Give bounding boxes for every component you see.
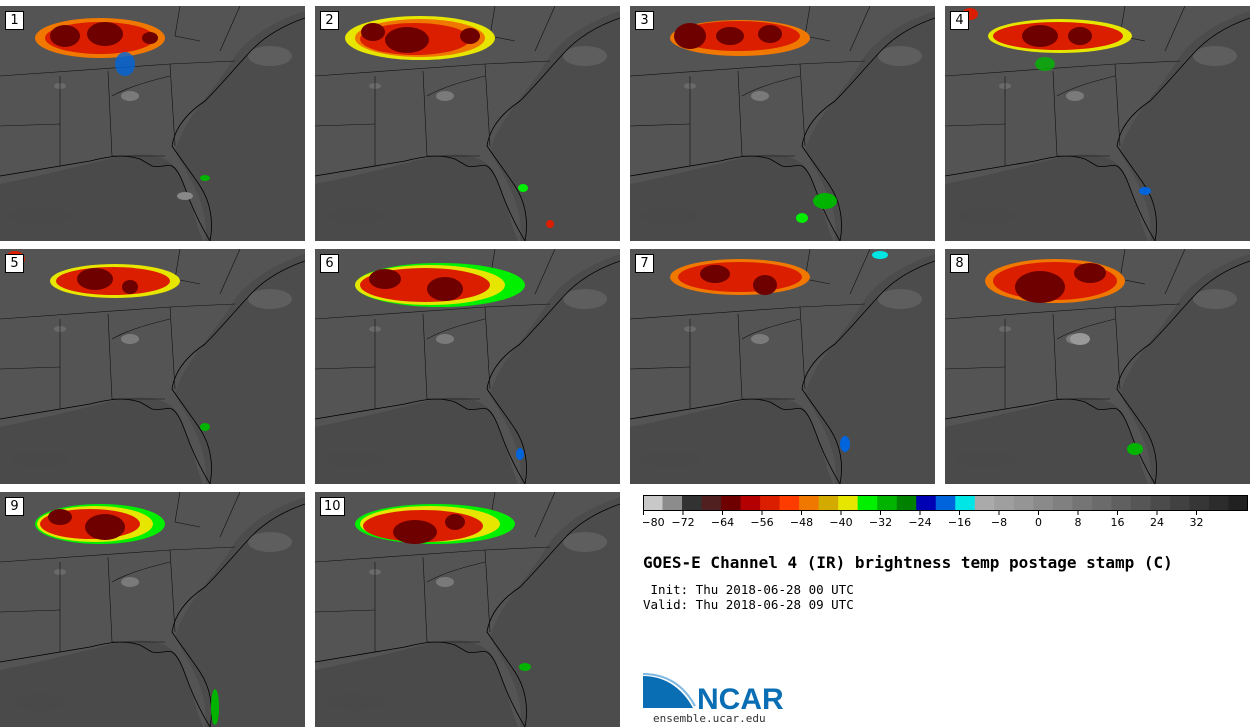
colorbar-swatch [1033,495,1054,511]
colorbar-swatch [721,495,742,511]
colorbar-swatch [1130,495,1151,511]
colorbar-tick-label: −80 [643,516,665,529]
colorbar-swatch [935,495,956,511]
colorbar-swatch [877,495,898,511]
ensemble-panel-1: 1 [0,6,305,241]
storm-cluster [962,8,1151,195]
storm-cluster [355,504,531,671]
ensemble-panel-6: 6 [315,249,620,484]
colorbar-swatch [1228,495,1248,511]
colorbar-swatch [1111,495,1132,511]
storm-cluster [985,259,1143,455]
colorbar-swatch [896,495,917,511]
ir-satellite-map [315,492,620,727]
ir-satellite-map [0,6,305,241]
ir-satellite-map [0,492,305,727]
ensemble-panel-9: 9 [0,492,305,727]
colorbar-swatch [1072,495,1093,511]
colorbar-tick-label: −40 [829,516,852,529]
colorbar-swatch [974,495,995,511]
valid-time: Valid: Thu 2018-06-28 09 UTC [643,597,854,612]
colorbar-swatch [740,495,761,511]
colorbar-swatch [916,495,937,511]
storm-cluster [345,16,554,228]
ir-satellite-map [315,249,620,484]
member-number: 8 [950,254,969,273]
colorbar-swatch [857,495,878,511]
ir-satellite-map [630,6,935,241]
ncar-logo: NCAR [643,673,784,716]
colorbar-swatch [701,495,722,511]
colorbar-swatch [1091,495,1112,511]
colorbar-tick-label: −8 [991,516,1007,529]
ensemble-panel-7: 7 [630,249,935,484]
colorbar-swatch [1189,495,1210,511]
colorbar-swatch [994,495,1015,511]
ensemble-panel-4: 4 [945,6,1250,241]
member-number: 7 [635,254,654,273]
member-number: 5 [5,254,24,273]
colorbar-tick-label: 16 [1111,516,1125,529]
member-number: 10 [320,497,345,516]
colorbar-tick-label: 32 [1190,516,1204,529]
ir-satellite-map [945,6,1250,241]
colorbar-swatch [662,495,683,511]
storm-cluster [5,251,210,431]
colorbar-tick-label: −72 [671,516,694,529]
ir-satellite-map [0,249,305,484]
colorbar-tick-label: −24 [908,516,931,529]
member-number: 3 [635,11,654,30]
colorbar-tick-label: −56 [750,516,773,529]
colorbar-ticks: −80 −72 −64 −56 −48 −40 −32 −24 −16 −8 0 8 16 24 32 [643,511,1204,529]
ensemble-panel-10: 10 [315,492,620,727]
colorbar-tick-label: −64 [711,516,734,529]
colorbar-swatch [682,495,703,511]
storm-cluster [35,18,210,200]
colorbar-tick-label: 24 [1150,516,1164,529]
figure-title: GOES-E Channel 4 (IR) brightness temp po… [643,553,1173,572]
logo-url: ensemble.ucar.edu [653,712,766,725]
member-number: 2 [320,11,339,30]
colorbar-swatch [643,495,664,511]
colorbar-tick-label: 0 [1035,516,1042,529]
temperature-colorbar [643,495,1248,511]
ensemble-panel-3: 3 [630,6,935,241]
colorbar-swatch [1150,495,1171,511]
storm-cluster [355,263,525,460]
member-number: 9 [5,497,24,516]
member-number: 4 [950,11,969,30]
ir-satellite-map [315,6,620,241]
colorbar-swatch [779,495,800,511]
ensemble-panel-2: 2 [315,6,620,241]
member-number: 6 [320,254,339,273]
colorbar-swatch [1052,495,1073,511]
ncar-swoosh-icon [643,676,693,708]
colorbar-tick-label: −16 [948,516,971,529]
ir-satellite-map [630,249,935,484]
ir-satellite-map [945,249,1250,484]
colorbar-tick-label: −48 [790,516,813,529]
init-time: Init: Thu 2018-06-28 00 UTC [643,582,854,597]
colorbar-swatch [838,495,859,511]
colorbar-tick-label: 8 [1075,516,1082,529]
colorbar-swatch [1169,495,1190,511]
colorbar-swatch [799,495,820,511]
ensemble-panel-8: 8 [945,249,1250,484]
colorbar-swatch [1208,495,1229,511]
colorbar-swatch [760,495,781,511]
colorbar-swatch [1013,495,1034,511]
ensemble-panel-5: 5 [0,249,305,484]
member-number: 1 [5,11,24,30]
colorbar-swatch [818,495,839,511]
ncar-wordmark: NCAR [697,683,784,716]
colorbar-swatch [955,495,976,511]
storm-cluster [35,504,219,725]
colorbar-tick-label: −32 [869,516,892,529]
storm-cluster [670,251,888,452]
storm-cluster [670,20,837,223]
